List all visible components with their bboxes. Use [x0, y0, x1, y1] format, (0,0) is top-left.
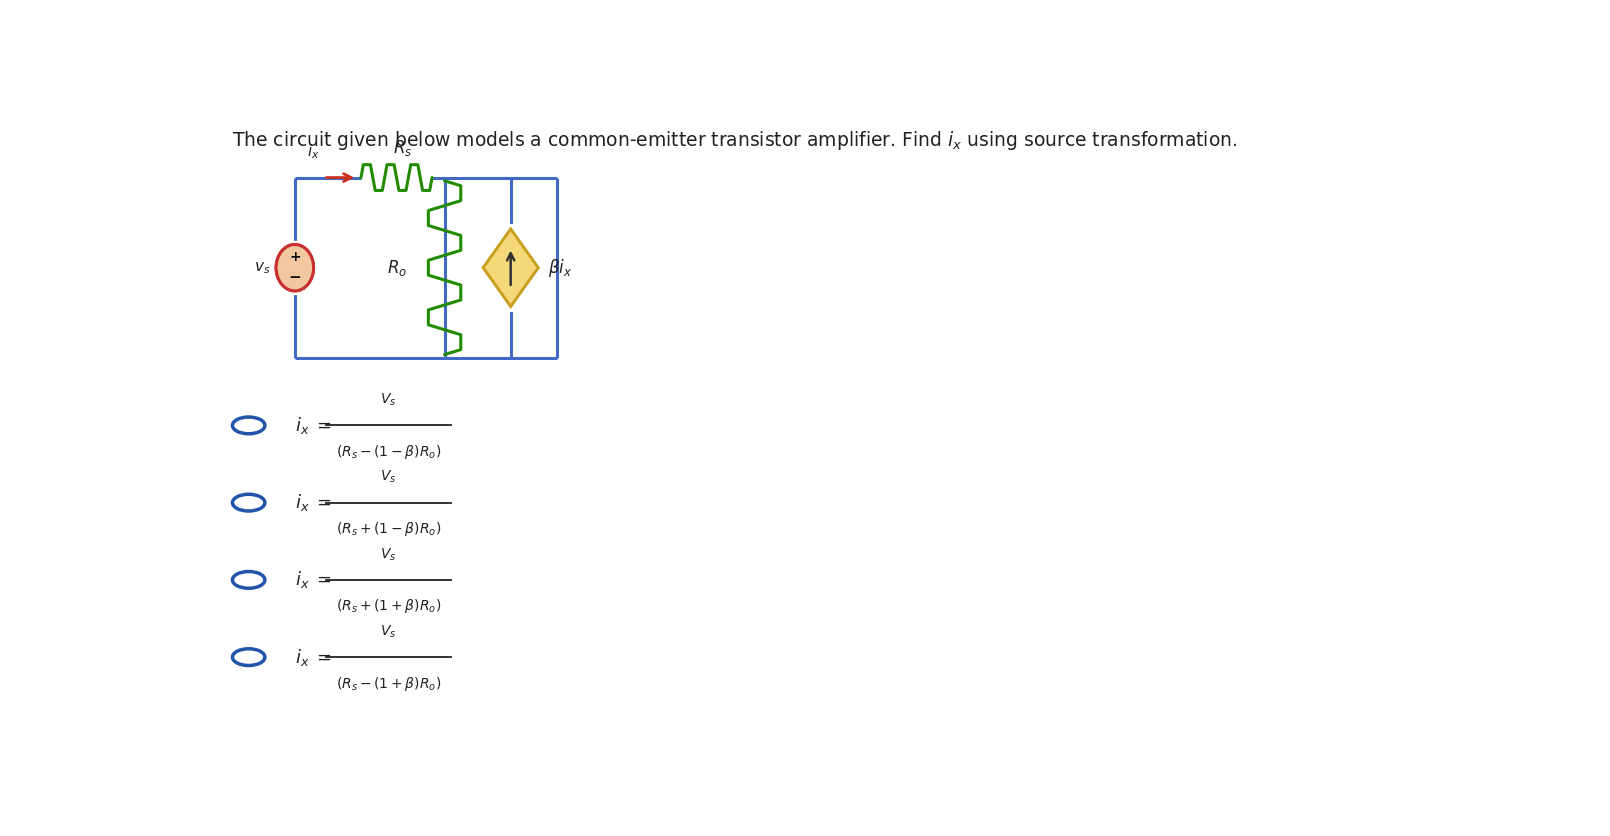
Text: $V_s$: $V_s$ — [380, 546, 396, 563]
Text: $i_x\;=$: $i_x\;=$ — [295, 569, 332, 590]
Text: −: − — [288, 271, 301, 285]
Text: The circuit given below models a common-emitter transistor amplifier. Find $i_x$: The circuit given below models a common-… — [232, 130, 1238, 152]
Text: $(R_s+(1+\beta)R_o)$: $(R_s+(1+\beta)R_o)$ — [336, 597, 441, 615]
Text: $(R_s-(1+\beta)R_o)$: $(R_s-(1+\beta)R_o)$ — [336, 675, 441, 692]
Text: $i_x\;=$: $i_x\;=$ — [295, 415, 332, 436]
Circle shape — [232, 649, 266, 665]
Text: $V_s$: $V_s$ — [380, 469, 396, 485]
Polygon shape — [483, 229, 538, 306]
Text: $i_x\;=$: $i_x\;=$ — [295, 646, 332, 668]
Circle shape — [232, 417, 266, 434]
Circle shape — [232, 572, 266, 589]
Text: $(R_s-(1-\beta)R_o)$: $(R_s-(1-\beta)R_o)$ — [336, 443, 441, 461]
Text: $i_x\;=$: $i_x\;=$ — [295, 492, 332, 513]
Text: $V_s$: $V_s$ — [380, 391, 396, 408]
Text: $R_o$: $R_o$ — [386, 257, 407, 278]
Circle shape — [232, 494, 266, 511]
Text: $R_s$: $R_s$ — [393, 138, 412, 158]
Ellipse shape — [277, 244, 314, 291]
Polygon shape — [483, 229, 538, 306]
Text: +: + — [290, 251, 301, 264]
Text: $\beta i_x$: $\beta i_x$ — [547, 257, 572, 278]
Ellipse shape — [277, 244, 314, 291]
Text: $V_s$: $V_s$ — [380, 624, 396, 640]
Text: $v_s$: $v_s$ — [253, 260, 270, 276]
Text: $(R_s+(1-\beta)R_o)$: $(R_s+(1-\beta)R_o)$ — [336, 520, 441, 538]
Text: $i_x$: $i_x$ — [308, 143, 320, 161]
